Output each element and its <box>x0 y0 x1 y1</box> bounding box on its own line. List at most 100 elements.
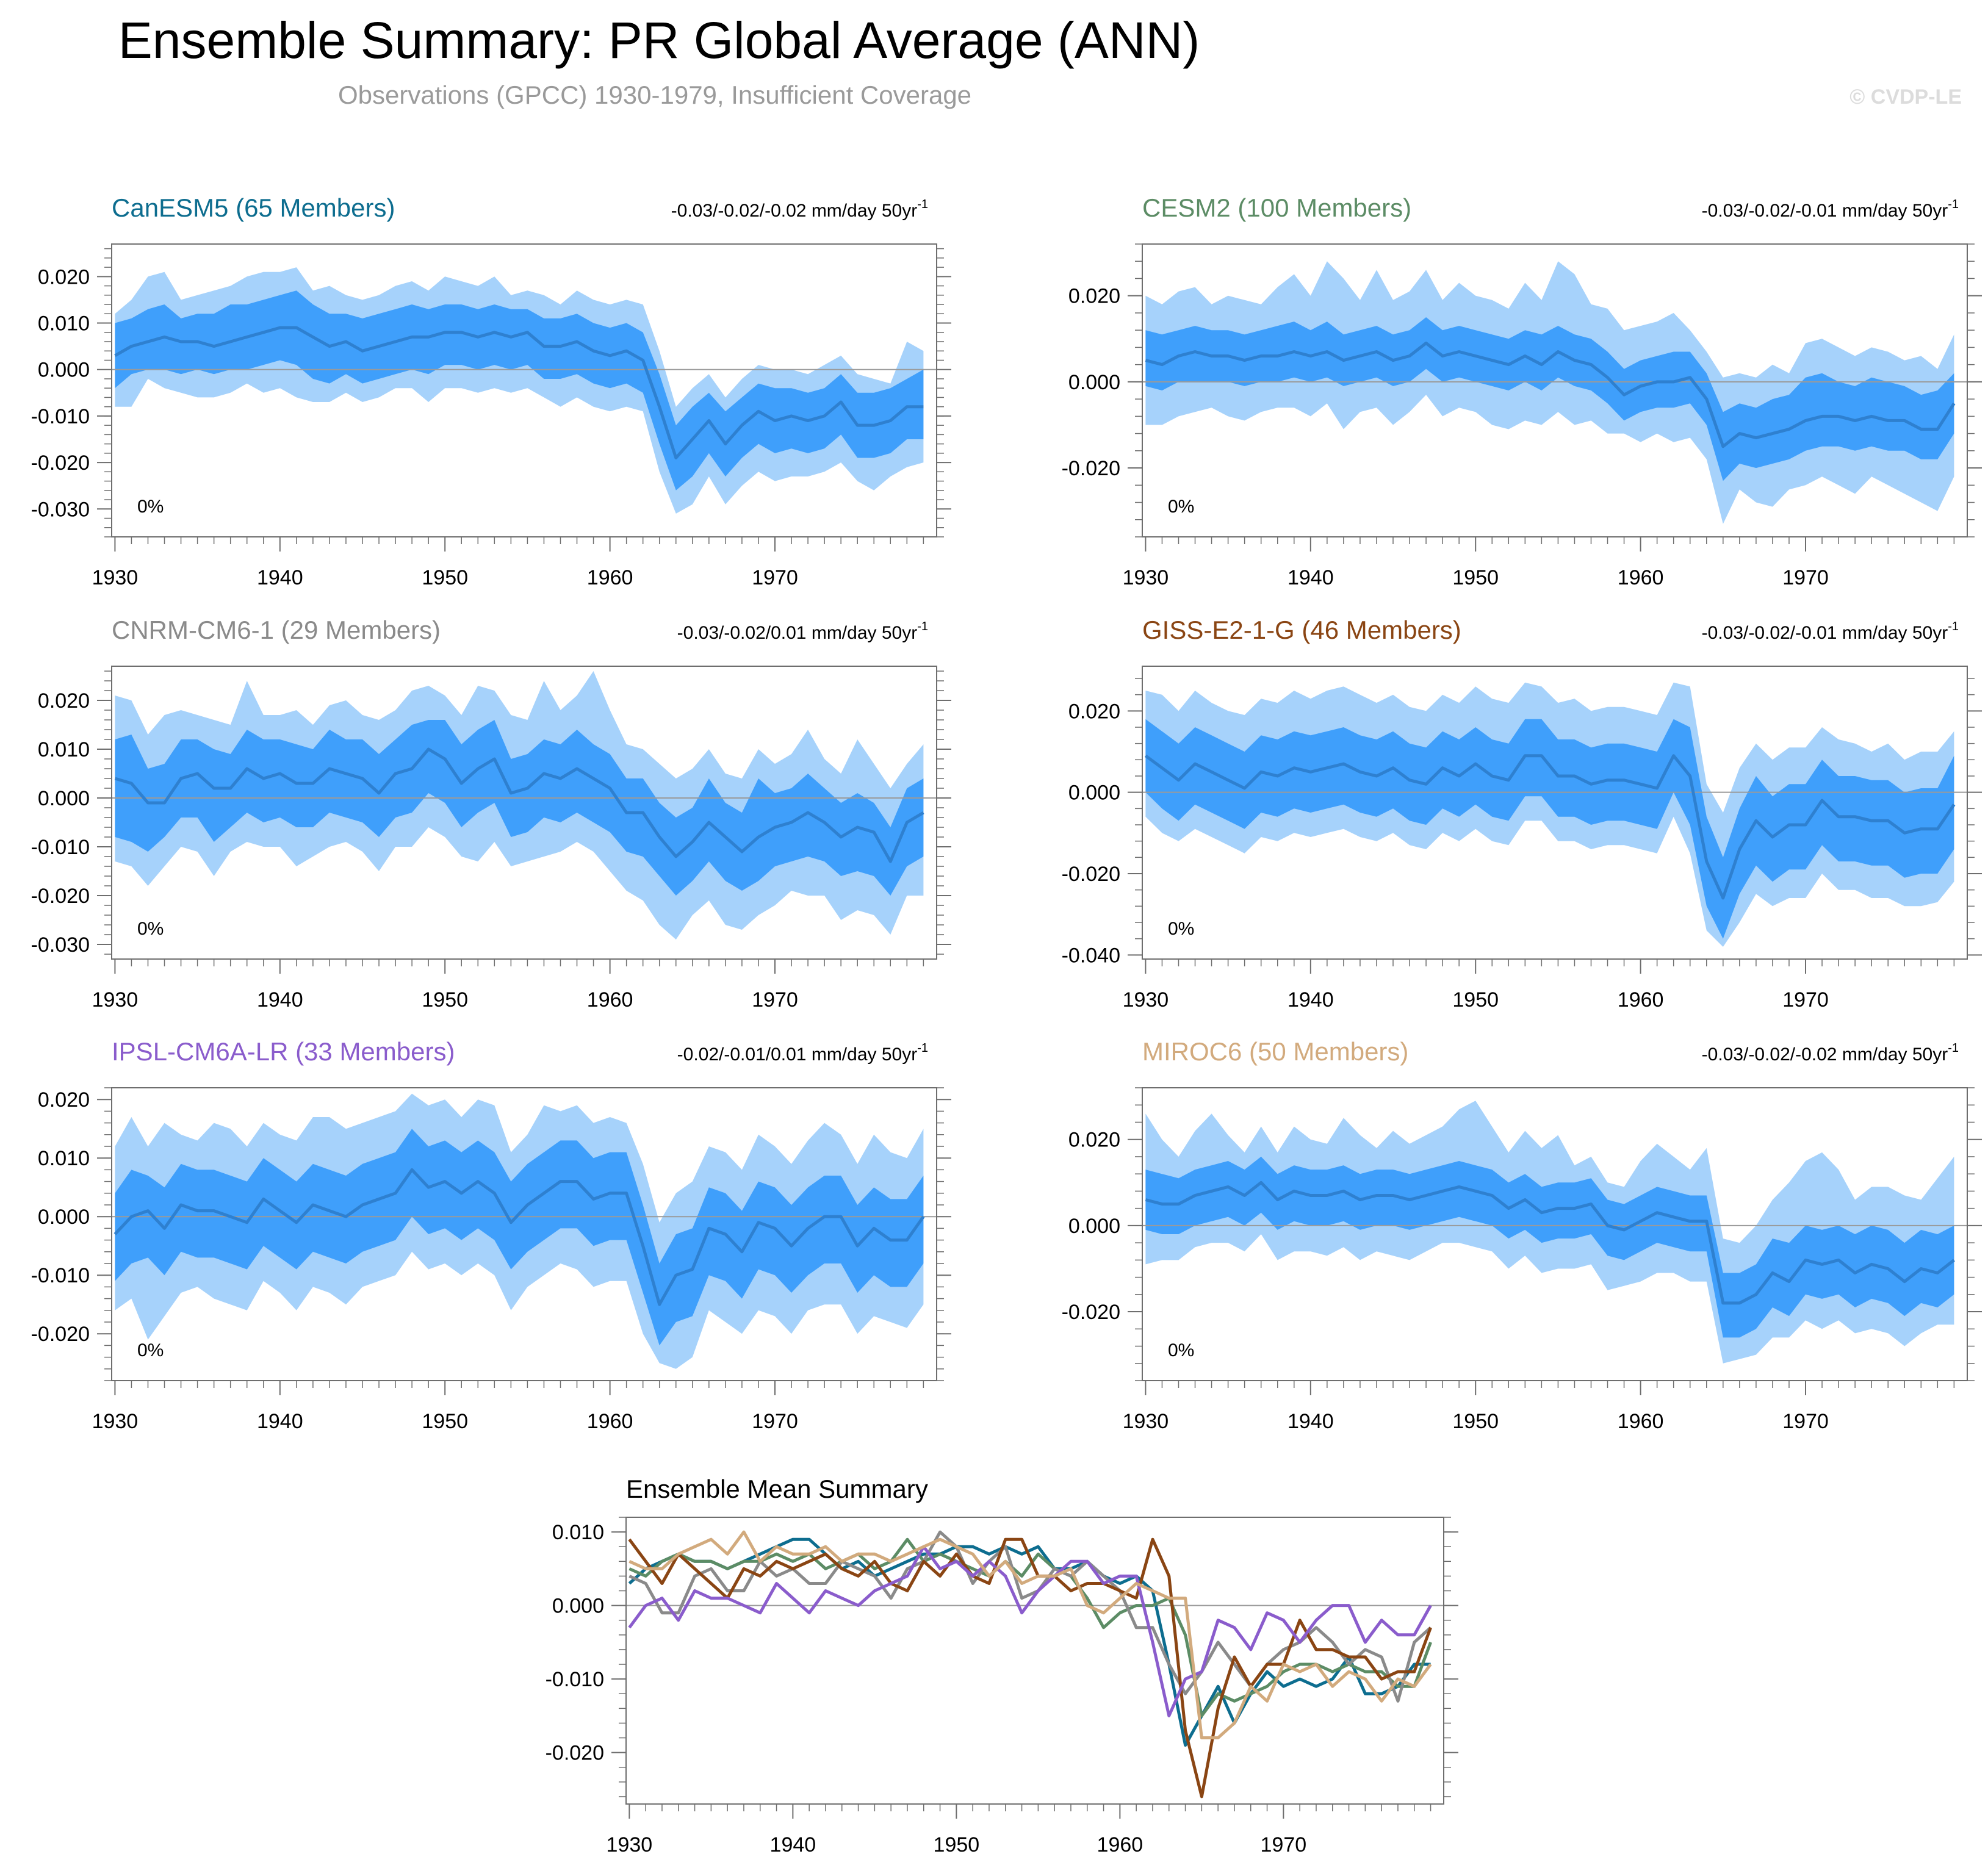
y-tick-label: 0.020 <box>38 689 90 713</box>
y-tick-label: -0.020 <box>31 451 90 475</box>
chart-panel-4: -0.020 -0.010 0.000 0.010 0.020 1930 1940 1950 1… <box>31 1037 951 1433</box>
x-tick-label: 1970 <box>1261 1833 1307 1856</box>
x-tick-label: 1930 <box>1123 566 1169 589</box>
inner-range-band <box>115 720 924 896</box>
panel-title: CNRM-CM6-1 (29 Members) <box>112 616 441 644</box>
chart-panel-2: -0.030 -0.020 -0.010 0.000 0.010 0.020 1930 194… <box>31 616 951 1012</box>
figure-title: Ensemble Summary: PR Global Average (ANN… <box>118 12 1200 69</box>
percent-label: 0% <box>1168 919 1194 939</box>
x-tick-label: 1950 <box>934 1833 980 1856</box>
percent-label: 0% <box>1168 497 1194 517</box>
x-tick-label: 1950 <box>1452 1410 1499 1433</box>
ensemble-mean-line <box>1145 1181 1955 1305</box>
x-tick-label: 1940 <box>257 566 303 589</box>
x-tick-label: 1960 <box>1618 1410 1664 1433</box>
y-tick-label: 0.000 <box>1068 782 1120 805</box>
x-tick-label: 1930 <box>92 988 139 1012</box>
panel-title: Ensemble Mean Summary <box>626 1475 928 1503</box>
x-tick-label: 1940 <box>770 1833 816 1856</box>
series-line-CNRM-CM6-1 <box>628 1530 1432 1703</box>
plot-frame <box>1142 1087 1968 1381</box>
chart-panel-0: -0.030 -0.020 -0.010 0.000 0.010 0.020 1930 194… <box>31 193 951 589</box>
y-tick-label: 0.000 <box>552 1595 604 1618</box>
y-tick-label: 0.020 <box>1068 700 1120 723</box>
trend-value: -0.02/-0.01/0.01 mm/day 50yr <box>677 1044 918 1065</box>
trend-exponent: -1 <box>917 620 928 633</box>
trend-value: -0.03/-0.02/-0.02 mm/day 50yr <box>671 201 918 221</box>
x-tick-label: 1970 <box>1782 988 1829 1012</box>
x-tick-label: 1960 <box>1618 566 1664 589</box>
y-tick-label: 0.000 <box>1068 371 1120 394</box>
x-tick-label: 1930 <box>92 566 139 589</box>
trend-exponent: -1 <box>1948 1041 1959 1055</box>
x-tick-label: 1940 <box>257 988 303 1012</box>
y-tick-label: 0.010 <box>38 312 90 336</box>
inner-range-band <box>1145 719 1954 939</box>
trend-exponent: -1 <box>1948 198 1959 211</box>
panel-title: CanESM5 (65 Members) <box>112 193 395 222</box>
panel-title: CESM2 (100 Members) <box>1142 193 1411 222</box>
x-tick-label: 1960 <box>1097 1833 1143 1856</box>
y-tick-label: -0.020 <box>1062 457 1120 480</box>
trend-label: -0.03/-0.02/-0.02 mm/day 50yr-1 <box>671 198 928 221</box>
y-tick-label: 0.000 <box>38 1206 90 1229</box>
y-tick-label: -0.010 <box>546 1668 604 1691</box>
x-tick-label: 1950 <box>422 566 468 589</box>
x-tick-label: 1970 <box>752 1410 798 1433</box>
panel-title: GISS-E2-1-G (46 Members) <box>1142 616 1461 644</box>
x-tick-label: 1950 <box>1452 988 1499 1012</box>
y-tick-label: 0.020 <box>1068 285 1120 308</box>
x-tick-label: 1940 <box>1288 566 1334 589</box>
trend-label: -0.03/-0.02/-0.01 mm/day 50yr-1 <box>1702 620 1959 643</box>
x-tick-label: 1930 <box>1123 988 1169 1012</box>
series-line-GISS-E2-1-G <box>628 1537 1432 1799</box>
series-line-CanESM5 <box>628 1537 1431 1747</box>
trend-value: -0.03/-0.02/-0.01 mm/day 50yr <box>1702 201 1948 221</box>
y-tick-label: -0.030 <box>31 933 90 957</box>
series-line-MIROC6 <box>628 1530 1432 1739</box>
x-tick-label: 1970 <box>1782 1410 1829 1433</box>
percent-label: 0% <box>137 919 164 939</box>
y-tick-label: -0.020 <box>31 1323 90 1346</box>
chart-panel-5: -0.020 0.000 0.020 1930 1940 1950 1960 1970 MIRO… <box>1062 1037 1982 1433</box>
panel-title: MIROC6 (50 Members) <box>1142 1037 1408 1066</box>
plot-frame <box>1142 243 1968 537</box>
trend-label: -0.03/-0.02/-0.01 mm/day 50yr-1 <box>1702 198 1959 221</box>
x-tick-label: 1960 <box>587 988 633 1012</box>
y-tick-label: -0.020 <box>1062 1301 1120 1324</box>
y-tick-label: 0.010 <box>38 1147 90 1170</box>
x-tick-label: 1970 <box>752 566 798 589</box>
ensemble-mean-line <box>114 326 924 459</box>
x-tick-label: 1930 <box>92 1410 139 1433</box>
x-tick-label: 1970 <box>1782 566 1829 589</box>
x-tick-label: 1960 <box>587 566 633 589</box>
x-tick-label: 1940 <box>257 1410 303 1433</box>
chart-panel-6: -0.020 -0.010 0.000 0.010 1930 1940 1950 1960 19… <box>546 1475 1458 1856</box>
y-tick-label: 0.010 <box>38 738 90 761</box>
y-tick-label: -0.010 <box>31 836 90 859</box>
trend-value: -0.03/-0.02/-0.01 mm/day 50yr <box>1702 623 1948 643</box>
plot-frame <box>1142 666 1968 960</box>
plot-frame <box>111 1087 937 1381</box>
trend-label: -0.02/-0.01/0.01 mm/day 50yr-1 <box>677 1041 928 1065</box>
percent-label: 0% <box>1168 1340 1194 1360</box>
ensemble-mean-line <box>114 747 924 863</box>
x-tick-label: 1930 <box>1123 1410 1169 1433</box>
chart-panel-3: -0.040 -0.020 0.000 0.020 1930 1940 1950 1960 19… <box>1062 616 1982 1012</box>
trend-value: -0.03/-0.02/-0.02 mm/day 50yr <box>1702 1044 1948 1065</box>
percent-label: 0% <box>137 1340 164 1360</box>
y-tick-label: 0.020 <box>38 265 90 289</box>
ensemble-mean-line <box>1144 754 1956 900</box>
y-tick-label: -0.010 <box>31 1264 90 1287</box>
x-tick-label: 1940 <box>1288 1410 1334 1433</box>
y-tick-label: 0.020 <box>1068 1129 1120 1152</box>
y-tick-label: 0.000 <box>38 359 90 382</box>
y-tick-label: -0.020 <box>1062 863 1120 886</box>
trend-exponent: -1 <box>917 198 928 211</box>
plot-frame <box>111 243 937 537</box>
x-tick-label: 1970 <box>752 988 798 1012</box>
y-tick-label: -0.030 <box>31 498 90 521</box>
trend-label: -0.03/-0.02/0.01 mm/day 50yr-1 <box>677 620 928 643</box>
y-tick-label: -0.020 <box>546 1742 604 1765</box>
plot-frame <box>625 1517 1444 1805</box>
